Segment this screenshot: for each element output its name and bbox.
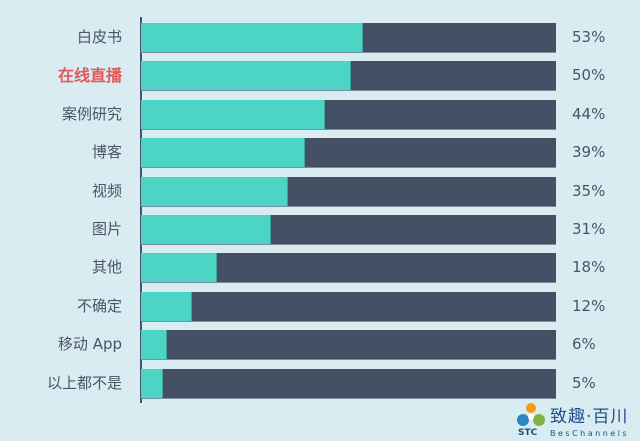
bar-fill [141,253,216,283]
value-label: 12% [572,296,606,315]
bar-fill [141,138,304,168]
bar-fill [141,291,191,321]
bar-fill [141,23,362,52]
bar-fill [141,61,350,91]
bar-fill [141,215,270,244]
bar-fill [141,330,166,360]
logo-mark-icon [517,403,545,426]
category-label: 不确定 [76,296,122,315]
bar-track [141,215,556,244]
category-label: 移动 App [57,335,122,354]
bar-row: 在线直播 50% [0,61,640,91]
category-label: 视频 [91,181,122,200]
bar-row: 白皮书 53% [0,23,640,52]
bar-row: 其他 18% [0,253,640,283]
bar-row: 案例研究 44% [0,99,640,129]
category-label: 白皮书 [76,28,122,46]
brand-logo: 致趣·百川 STC BesChannels [514,400,640,441]
bar-track [141,253,556,283]
bar-track [141,330,556,360]
category-label: 以上都不是 [46,373,122,392]
value-label: 18% [572,258,606,277]
bar-row: 以上都不是 5% [0,368,640,398]
bar-fill [141,99,324,129]
value-label: 53% [572,28,606,46]
bar-fill [141,176,287,206]
bar-track [141,99,556,129]
bar-track [141,61,556,91]
bar-row: 博客 39% [0,138,640,168]
bar-track [141,368,556,398]
bar-row: 移动 App 6% [0,330,640,360]
y-axis-line [140,17,142,403]
value-label: 31% [572,220,606,238]
category-label: 案例研究 [61,104,122,123]
category-label: 图片 [91,220,122,238]
bar-track [141,291,556,321]
bar-fill [141,368,162,398]
value-label: 35% [572,181,606,200]
category-label: 博客 [91,143,122,162]
value-label: 5% [572,373,596,392]
bar-track [141,176,556,206]
value-label: 39% [572,143,606,162]
category-label: 其他 [91,258,122,277]
logo-chinese-text: 致趣·百川 [550,407,629,427]
logo-stc-text: STC [518,428,538,438]
value-label: 50% [572,66,606,85]
bar-track [141,138,556,168]
value-label: 44% [572,104,606,123]
logo-english-text: BesChannels [550,429,630,438]
bar-row: 视频 35% [0,176,640,206]
bar-row: 图片 31% [0,215,640,244]
bar-track [141,23,556,52]
value-label: 6% [572,335,596,354]
bar-row: 不确定 12% [0,291,640,321]
category-label: 在线直播 [57,66,122,86]
